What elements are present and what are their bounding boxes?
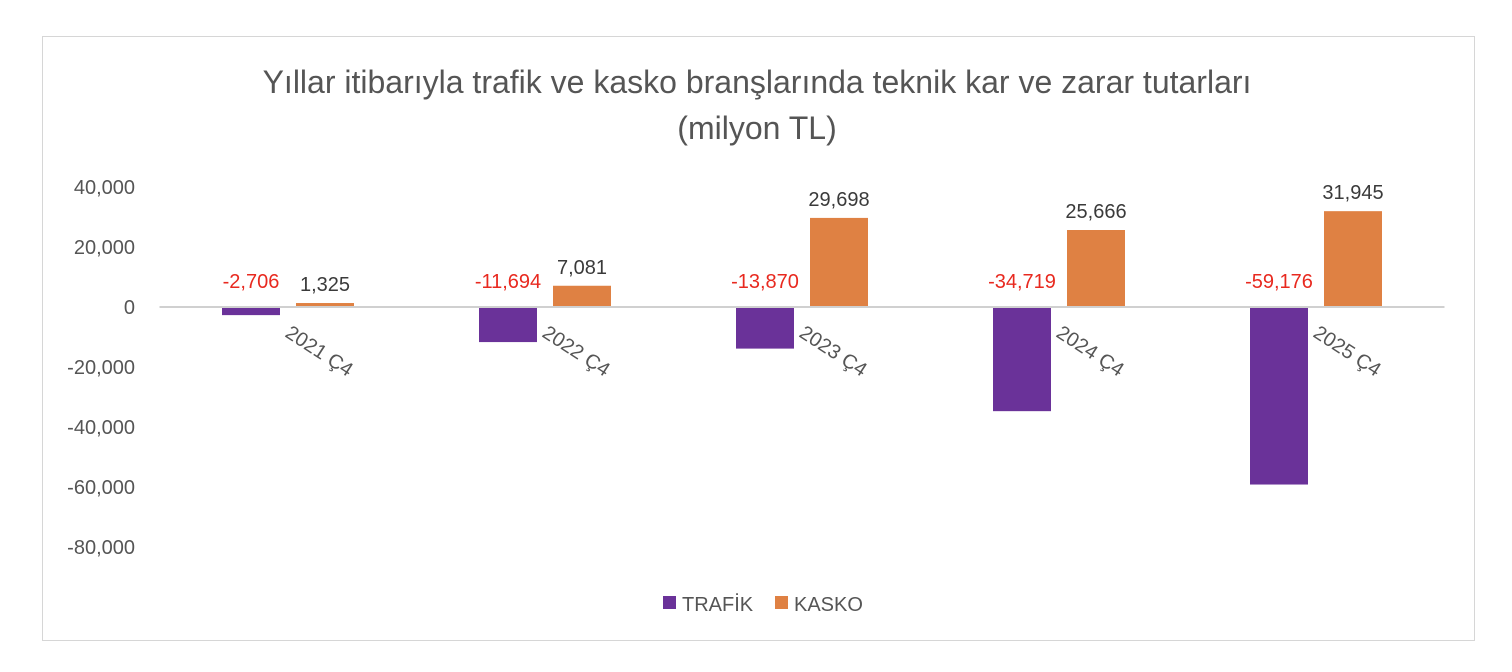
y-tick-label: -20,000 <box>67 357 135 379</box>
data-label: -13,870 <box>731 271 799 293</box>
chart-frame <box>42 36 1475 641</box>
y-tick-label: 0 <box>124 297 135 319</box>
y-tick-label: 20,000 <box>74 237 135 259</box>
data-label: 1,325 <box>300 274 350 296</box>
data-label: 29,698 <box>808 189 869 211</box>
y-tick-label: 40,000 <box>74 177 135 199</box>
x-tick-label: 2022 Ç4 <box>538 322 613 382</box>
chart-title-line1: Yıllar itibarıyla trafik ve kasko branşl… <box>263 64 1252 100</box>
x-tick-label: 2024 Ç4 <box>1052 322 1127 382</box>
data-label: 7,081 <box>557 257 607 279</box>
data-label: -59,176 <box>1245 271 1313 293</box>
bar-kasko <box>553 285 611 307</box>
x-tick-label: 2025 Ç4 <box>1309 322 1384 382</box>
bar-kasko <box>810 217 868 307</box>
x-tick-label: 2021 Ç4 <box>281 322 356 382</box>
y-tick-label: -80,000 <box>67 537 135 559</box>
legend-label: KASKO <box>794 594 863 616</box>
x-tick-label: 2023 Ç4 <box>795 322 870 382</box>
bar-kasko <box>1324 211 1382 307</box>
legend-swatch-trafi̇k <box>663 596 676 609</box>
bar-trafi̇k <box>479 307 537 343</box>
data-label: -34,719 <box>988 271 1056 293</box>
data-label: 31,945 <box>1322 182 1383 204</box>
data-label: -2,706 <box>223 271 280 293</box>
y-tick-label: -40,000 <box>67 417 135 439</box>
data-label: 25,666 <box>1065 201 1126 223</box>
data-label: -11,694 <box>475 271 541 293</box>
legend-swatch-kasko <box>775 596 788 609</box>
chart-title-line2: (milyon TL) <box>677 110 836 146</box>
bar-trafi̇k <box>993 307 1051 412</box>
bar-trafi̇k <box>1250 307 1308 485</box>
legend-label: TRAFİK <box>682 593 754 616</box>
bar-kasko <box>1067 230 1125 307</box>
bar-trafi̇k <box>736 307 794 349</box>
y-tick-label: -60,000 <box>67 477 135 499</box>
bar-kasko <box>296 303 354 307</box>
bar-trafi̇k <box>222 307 280 316</box>
